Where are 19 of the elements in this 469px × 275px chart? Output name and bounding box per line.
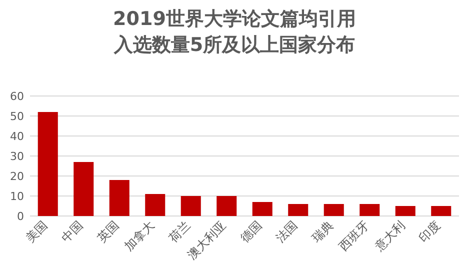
x-tick-label: 印度: [416, 218, 444, 246]
x-tick-label: 荷兰: [166, 218, 193, 246]
y-tick-label: 30: [10, 150, 24, 163]
y-tick-label: 20: [10, 170, 24, 183]
y-tick-label: 0: [17, 210, 24, 223]
x-tick-label: 中国: [58, 218, 86, 246]
title: 2019世界大学论文篇均引用入选数量5所及以上国家分布: [113, 8, 356, 56]
x-tick-label: 加拿大: [122, 218, 158, 254]
x-tick-label: 美国: [23, 218, 50, 246]
y-tick-label: 40: [10, 130, 24, 143]
x-tick-label: 意大利: [371, 218, 408, 254]
y-tick-label: 10: [10, 190, 24, 203]
x-tick-label: 英国: [94, 218, 122, 246]
x-tick-label: 西班牙: [336, 218, 372, 254]
x-tick-label: 德国: [238, 218, 264, 246]
y-tick-label: 50: [10, 110, 24, 123]
x-tick-label: 法国: [273, 218, 300, 246]
x-tick-label: 瑞典: [309, 218, 336, 246]
y-tick-label: 60: [10, 90, 24, 103]
